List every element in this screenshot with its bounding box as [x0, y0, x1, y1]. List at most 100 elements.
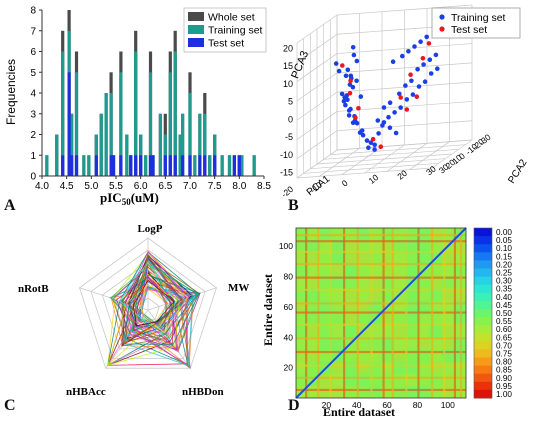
heatmap-block [405, 361, 418, 374]
radar-line [130, 273, 197, 327]
histogram-bar-2 [94, 134, 98, 176]
pca-training-point [400, 53, 405, 59]
radar-line [132, 279, 175, 327]
heatmap-block [356, 385, 369, 398]
histogram-bar-2 [82, 155, 86, 177]
heatmap-block [417, 288, 430, 301]
heatmap-block [308, 337, 321, 350]
pca-training-point [336, 68, 342, 74]
heatmap-block [344, 300, 357, 313]
pca1-tick-label: 10 [367, 172, 381, 186]
histogram-bar-2 [203, 113, 207, 177]
heatmap-block [405, 337, 418, 350]
heatmap-block [332, 373, 345, 386]
colorbar-segment [474, 284, 492, 294]
heatmap-block [429, 228, 442, 241]
radar-lines [106, 250, 201, 370]
pca3-tick-label: 10 [283, 79, 293, 89]
pca-grid-line [296, 167, 433, 179]
heatmap-block [344, 313, 357, 326]
pca3-tick-label: -10 [280, 150, 293, 160]
histogram-bar-3 [188, 155, 192, 177]
heatmap-block [405, 228, 418, 241]
heatmap-block [356, 349, 369, 362]
heatmap-block [393, 325, 406, 338]
radar-line [121, 258, 200, 347]
heatmap-block [441, 300, 454, 313]
colorbar-segment [474, 365, 492, 375]
heatmap-block [453, 252, 466, 265]
heatmap-block [320, 252, 333, 265]
heatmap-block [320, 300, 333, 313]
pca-training-point [433, 52, 439, 58]
heatmap-block [320, 385, 333, 398]
pca-test-point [370, 136, 376, 142]
heatmap-block [393, 349, 406, 362]
heatmap-block [356, 264, 369, 277]
pca-training-point [364, 138, 370, 143]
heatmap-block [344, 361, 357, 374]
heatmap-stripe-h [296, 376, 466, 379]
pca-grid-line [310, 158, 446, 170]
colorbar-tick-label: 0.40 [496, 293, 512, 302]
heatmap-block [417, 361, 430, 374]
histogram-bar-3 [163, 155, 167, 177]
pca-training-point [428, 71, 434, 76]
heatmap-block [308, 288, 321, 301]
heatmap-block [429, 288, 442, 301]
heatmap-block [393, 228, 406, 241]
pca-test-point [356, 106, 361, 111]
histogram-bar-3 [74, 155, 79, 177]
histogram-bar-2 [87, 155, 91, 177]
heatmap-block [344, 228, 357, 241]
histogram-bar-2 [193, 155, 197, 177]
pca-training-point [424, 34, 430, 40]
pca-training-point [406, 49, 411, 54]
histogram-bar-2 [173, 51, 177, 176]
pca-grid-line [431, 139, 473, 169]
heatmap-block [356, 337, 369, 350]
heatmap-block [308, 313, 321, 326]
heatmap-block [308, 228, 321, 241]
heatmap-block [453, 313, 466, 326]
colorbar-segment [474, 292, 492, 302]
heatmap-block [308, 349, 321, 362]
heatmap-block [332, 361, 345, 374]
heatmap-block [296, 300, 309, 313]
pca-training-point [343, 73, 349, 79]
pca-training-point [357, 130, 363, 135]
histogram-legend-label: Whole set [208, 12, 255, 24]
pca-training-point [348, 73, 354, 79]
colorbar-tick-label: 0.70 [496, 341, 512, 350]
heatmap-stripe-h [296, 323, 466, 326]
pca-training-point [350, 84, 356, 90]
pca3-tick-label: -5 [285, 132, 293, 142]
histogram-bar-3 [198, 155, 202, 177]
heatmap-block [320, 313, 333, 326]
histogram-bar-2 [55, 134, 59, 176]
heatmap-block [417, 240, 430, 253]
histogram-bar-2 [240, 155, 244, 177]
heatmap-block [441, 264, 454, 277]
heatmap-block [356, 373, 369, 386]
heatmap-block [405, 288, 418, 301]
pca-training-point [358, 94, 364, 99]
pca-legend-box [431, 7, 521, 39]
radar-line [119, 261, 176, 340]
histogram-bar-2 [61, 51, 65, 176]
colorbar-tick-label: 0.50 [496, 309, 512, 318]
pca-legend-marker [439, 14, 445, 20]
histogram-y-tick-label: 4 [30, 89, 36, 100]
histogram-bar-2 [181, 113, 185, 177]
histogram-bar-2 [220, 155, 224, 177]
pca-training-point [421, 62, 426, 67]
heatmap-block [441, 337, 454, 350]
colorbar-segment [474, 228, 492, 237]
heatmap-block [393, 276, 406, 289]
heatmap-y-tick-label: 20 [284, 363, 294, 373]
heatmap-block [344, 264, 357, 277]
pca-training-point [372, 147, 377, 152]
histogram-bar-2 [168, 72, 172, 177]
